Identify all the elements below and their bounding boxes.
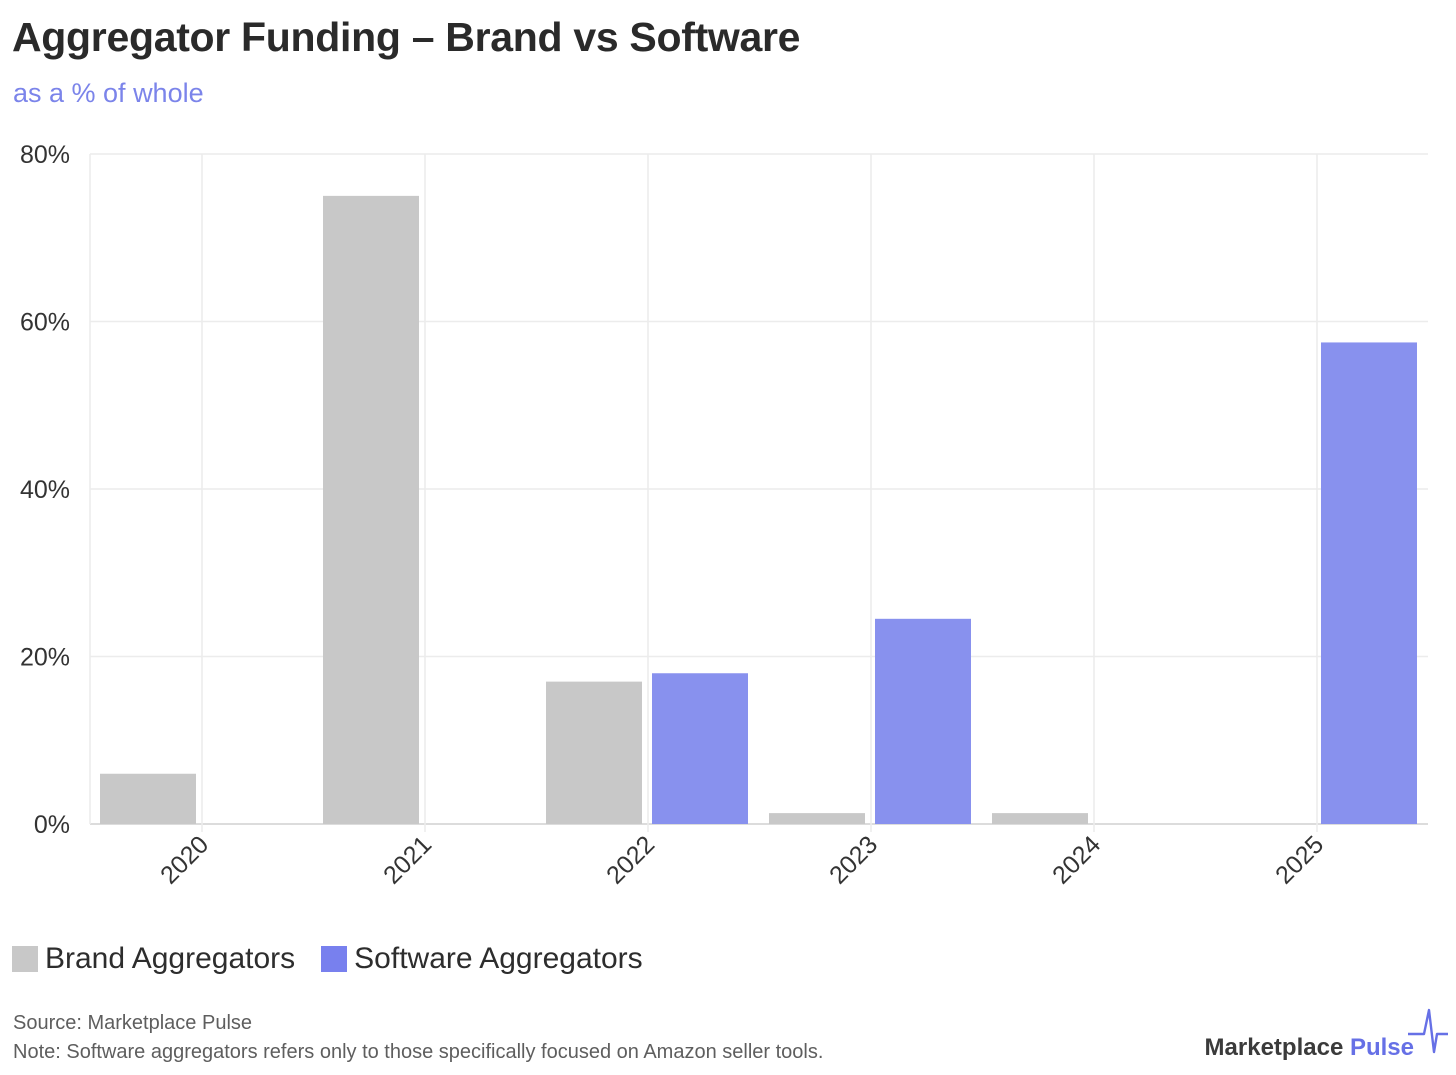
source-note: Source: Marketplace Pulse [13,1012,253,1034]
legend-item-software: Software Aggregators [321,942,643,976]
x-tick-label: 2025 [1270,830,1329,889]
pulse-wave-icon [1408,1008,1448,1054]
bar-brand-2020 [100,773,196,824]
x-tick-label: 2024 [1047,830,1106,889]
bar-brand-2023 [769,813,865,824]
bar-brand-2024 [992,813,1088,824]
footnote: Note: Software aggregators refers only t… [13,1041,824,1063]
bar-software-2022 [652,673,748,824]
chart-subtitle: as a % of whole [13,78,204,108]
chart-title: Aggregator Funding – Brand vs Software [12,14,801,60]
brand-name-main: Marketplace [1204,1034,1344,1061]
x-tick-label: 2022 [601,830,660,889]
grid [89,153,1428,832]
marketplace-pulse-logo: Marketplace Pulse [1205,1008,1448,1062]
y-tick-label: 40% [20,476,70,504]
bar-software-2025 [1321,342,1417,824]
bars [100,195,1417,824]
legend-label-brand: Brand Aggregators [45,942,296,975]
x-tick-label: 2023 [824,830,883,889]
y-tick-label: 80% [20,141,70,169]
legend: Brand Aggregators Software Aggregators [12,942,669,976]
legend-label-software: Software Aggregators [354,942,643,975]
y-tick-label: 20% [20,644,70,672]
brand-name-accent: Pulse [1349,1034,1414,1061]
legend-swatch-brand [12,946,38,972]
bar-brand-2022 [546,681,642,824]
y-tick-label: 60% [20,309,70,337]
legend-item-brand: Brand Aggregators [12,942,295,976]
legend-swatch-software [321,946,348,972]
brand-name: Marketplace Pulse [1205,1034,1414,1062]
x-tick-label: 2021 [378,830,437,889]
x-tick-label: 2020 [155,830,214,889]
y-tick-label: 0% [34,811,70,839]
bar-chart: 0% 20% 40% 60% 80% 2020 2021 2022 2023 2024 2025 [20,141,1428,890]
bar-software-2023 [875,618,971,824]
bar-brand-2021 [323,195,419,824]
